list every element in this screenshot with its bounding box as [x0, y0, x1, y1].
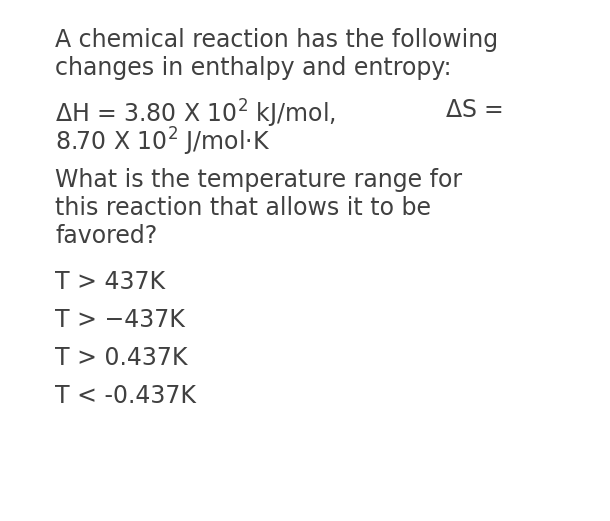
Text: T < -0.437K: T < -0.437K	[55, 384, 196, 408]
Text: T > −437K: T > −437K	[55, 308, 185, 332]
Text: What is the temperature range for: What is the temperature range for	[55, 168, 462, 192]
Text: A chemical reaction has the following: A chemical reaction has the following	[55, 28, 498, 52]
Text: 8.70 X 10$^{2}$ J/mol$\cdot$K: 8.70 X 10$^{2}$ J/mol$\cdot$K	[55, 126, 270, 158]
Text: changes in enthalpy and entropy:: changes in enthalpy and entropy:	[55, 56, 451, 80]
Text: $\mathregular{\Delta}$S =: $\mathregular{\Delta}$S =	[445, 98, 503, 122]
Text: T > 0.437K: T > 0.437K	[55, 346, 187, 370]
Text: this reaction that allows it to be: this reaction that allows it to be	[55, 196, 431, 220]
Text: $\mathregular{\Delta}$H = 3.80 X 10$^{2}$ kJ/mol,: $\mathregular{\Delta}$H = 3.80 X 10$^{2}…	[55, 98, 336, 130]
Text: T > 437K: T > 437K	[55, 270, 165, 294]
Text: favored?: favored?	[55, 224, 157, 248]
